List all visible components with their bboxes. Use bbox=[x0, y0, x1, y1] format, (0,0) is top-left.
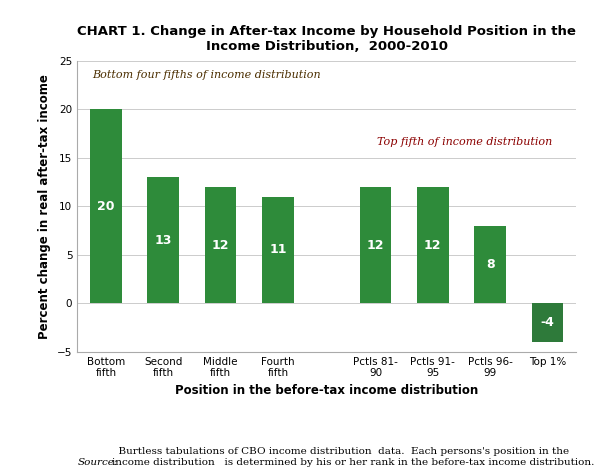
Text: 12: 12 bbox=[366, 239, 384, 252]
Bar bbox=[205, 187, 236, 303]
Title: CHART 1. Change in After-tax Income by Household Position in the
Income Distribu: CHART 1. Change in After-tax Income by H… bbox=[77, 25, 576, 53]
Text: 12: 12 bbox=[212, 239, 229, 252]
Text: 8: 8 bbox=[486, 258, 494, 271]
Bar bbox=[360, 187, 391, 303]
Text: Top fifth of income distribution: Top fifth of income distribution bbox=[377, 136, 552, 147]
Bar bbox=[532, 303, 563, 342]
Text: Source:: Source: bbox=[77, 458, 118, 467]
Text: 13: 13 bbox=[154, 234, 172, 247]
Bar bbox=[147, 177, 179, 303]
Bar bbox=[475, 226, 506, 303]
Text: -4: -4 bbox=[541, 316, 554, 329]
Text: Bottom four fifths of income distribution: Bottom four fifths of income distributio… bbox=[92, 70, 321, 80]
Text: Burtless tabulations of CBO income distribution  data.  Each persons's position : Burtless tabulations of CBO income distr… bbox=[112, 447, 594, 467]
Text: 11: 11 bbox=[269, 243, 287, 257]
Bar bbox=[262, 197, 293, 303]
Bar bbox=[90, 109, 122, 303]
X-axis label: Position in the before-tax income distribution: Position in the before-tax income distri… bbox=[175, 384, 478, 397]
Y-axis label: Percent change in real after-tax income: Percent change in real after-tax income bbox=[39, 74, 52, 339]
Text: 20: 20 bbox=[97, 200, 115, 213]
Text: 12: 12 bbox=[424, 239, 441, 252]
Bar bbox=[417, 187, 448, 303]
